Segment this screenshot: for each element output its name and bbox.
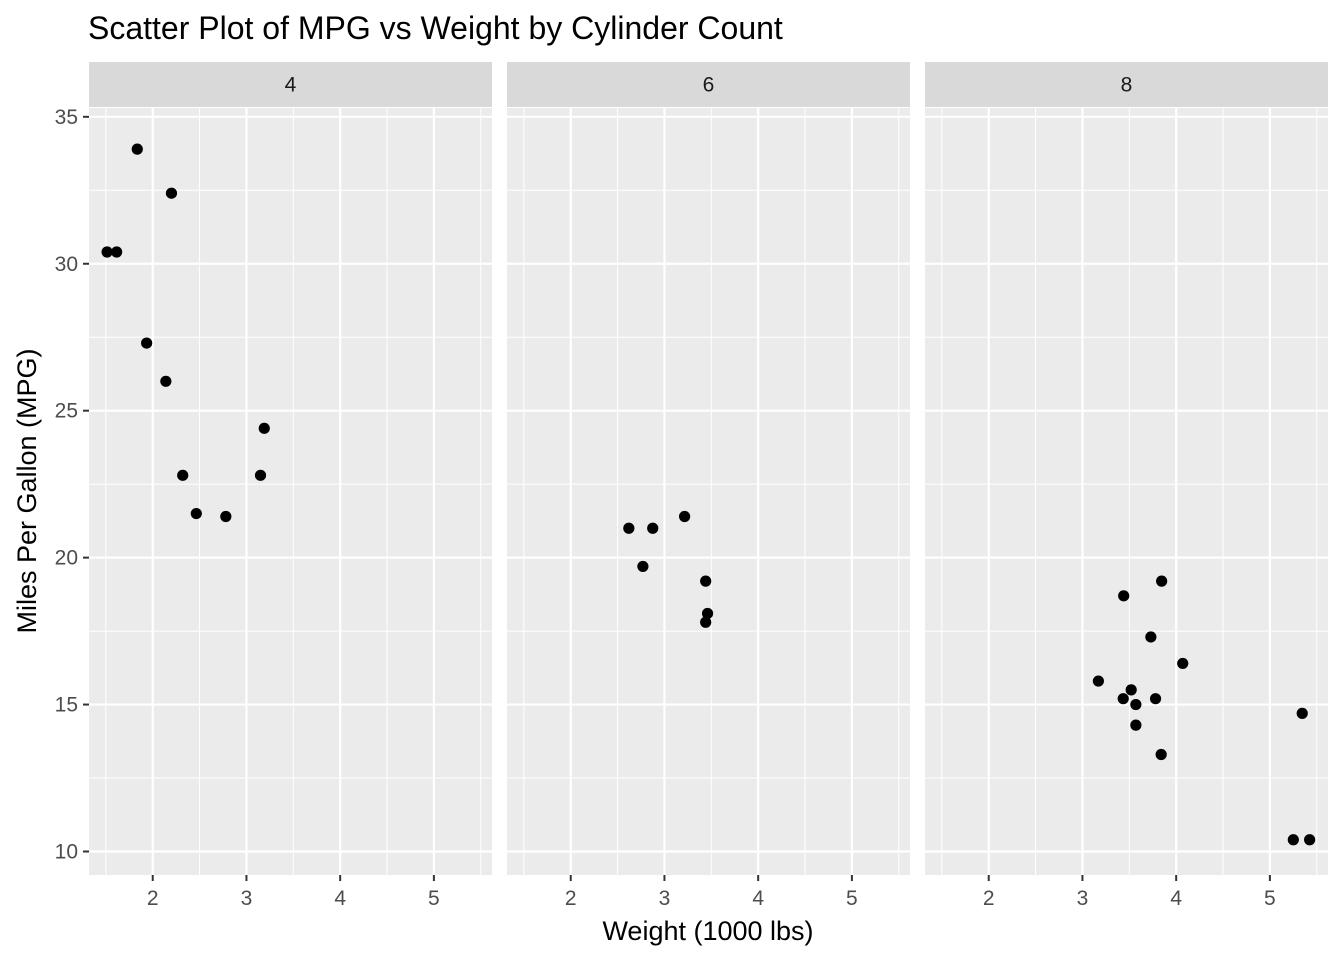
data-point xyxy=(101,246,113,258)
data-point xyxy=(637,560,649,573)
data-point xyxy=(1156,575,1168,587)
x-tick-label: 4 xyxy=(334,887,346,910)
data-point xyxy=(220,510,232,523)
y-tick-label: 15 xyxy=(55,694,78,717)
data-point xyxy=(1296,707,1308,719)
x-axis-facet-4: 2 3 4 5 xyxy=(147,875,440,910)
x-tick-label: 2 xyxy=(565,887,577,910)
data-point xyxy=(1117,693,1129,705)
data-point xyxy=(258,422,270,434)
y-axis: 10 15 20 25 30 35 xyxy=(55,106,89,863)
x-tick-label: 3 xyxy=(659,887,671,910)
data-point xyxy=(1145,631,1157,643)
y-tick-label: 30 xyxy=(55,253,78,276)
facet-strip xyxy=(507,62,910,107)
data-point xyxy=(1125,684,1137,696)
data-point xyxy=(254,469,267,481)
data-point xyxy=(1130,698,1142,711)
data-point xyxy=(700,575,712,587)
data-point xyxy=(1118,590,1130,602)
facet-strip-label: 6 xyxy=(703,74,715,97)
facet-panel-6: 6 xyxy=(507,62,910,875)
data-point xyxy=(160,375,172,387)
data-point xyxy=(165,187,178,199)
data-point xyxy=(131,143,143,155)
x-tick-label: 2 xyxy=(983,887,995,910)
x-axes: 2 3 4 5 2 3 4 5 2 3 4 5 xyxy=(147,875,1276,910)
x-axis-title: Weight (1000 lbs) xyxy=(602,916,813,946)
facet-panel-4: 4 xyxy=(89,62,492,875)
x-axis-facet-8: 2 3 4 5 xyxy=(983,875,1276,910)
panel-background xyxy=(89,108,492,875)
data-point xyxy=(647,522,659,534)
facet-strip-label: 8 xyxy=(1121,74,1133,97)
y-tick-label: 20 xyxy=(55,547,78,570)
data-point xyxy=(700,616,712,628)
facet-panels: 4 6 8 xyxy=(89,62,1328,875)
data-point xyxy=(1155,748,1167,761)
x-tick-label: 2 xyxy=(147,887,159,910)
x-tick-label: 5 xyxy=(846,887,858,910)
data-point xyxy=(1130,719,1142,731)
y-axis-title: Miles Per Gallon (MPG) xyxy=(12,348,42,633)
data-point xyxy=(111,246,123,258)
y-tick-label: 10 xyxy=(55,840,78,863)
y-tick-label: 25 xyxy=(55,400,78,423)
facet-panel-8: 8 xyxy=(925,62,1328,875)
data-point xyxy=(679,510,691,523)
data-point xyxy=(190,507,202,520)
data-point xyxy=(141,337,153,349)
x-tick-label: 5 xyxy=(428,887,440,910)
x-tick-label: 4 xyxy=(1170,887,1182,910)
data-point xyxy=(1177,657,1189,670)
x-axis-facet-6: 2 3 4 5 xyxy=(565,875,858,910)
panel-background xyxy=(925,108,1328,875)
x-tick-label: 4 xyxy=(752,887,764,910)
facet-strip-label: 4 xyxy=(285,74,297,97)
x-tick-label: 3 xyxy=(1077,887,1089,910)
data-point xyxy=(623,522,635,534)
x-tick-label: 3 xyxy=(241,887,253,910)
data-point xyxy=(1287,834,1299,846)
data-point xyxy=(701,607,714,620)
data-point xyxy=(177,469,189,481)
y-tick-label: 35 xyxy=(55,106,78,129)
x-tick-label: 5 xyxy=(1264,887,1276,910)
chart-title: Scatter Plot of MPG vs Weight by Cylinde… xyxy=(88,10,783,46)
panel-background xyxy=(507,108,910,875)
data-point xyxy=(1092,675,1104,687)
facet-strip xyxy=(925,62,1328,107)
data-point xyxy=(1304,834,1316,846)
data-point xyxy=(1149,693,1162,705)
facet-strip xyxy=(89,62,492,107)
